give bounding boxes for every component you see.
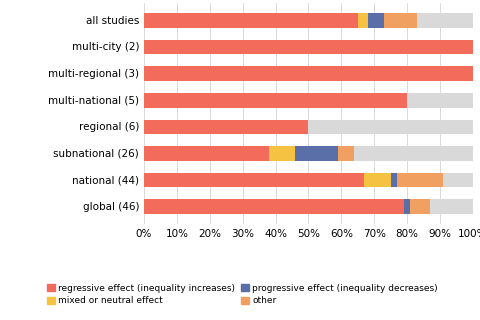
- Bar: [144, 173, 364, 188]
- Bar: [144, 67, 473, 81]
- Bar: [404, 199, 410, 214]
- Legend: regressive effect (inequality increases), mixed or neutral effect, progressive e: regressive effect (inequality increases)…: [47, 284, 438, 305]
- Bar: [358, 13, 368, 28]
- Bar: [384, 13, 417, 28]
- Bar: [417, 13, 473, 28]
- Bar: [144, 120, 309, 134]
- Bar: [309, 120, 473, 134]
- Bar: [410, 199, 430, 214]
- Bar: [295, 146, 338, 161]
- Bar: [269, 146, 295, 161]
- Bar: [364, 173, 391, 188]
- Bar: [407, 93, 473, 108]
- Bar: [443, 173, 473, 188]
- Bar: [354, 146, 473, 161]
- Bar: [368, 13, 384, 28]
- Bar: [144, 146, 269, 161]
- Bar: [430, 199, 473, 214]
- Bar: [391, 173, 397, 188]
- Bar: [144, 13, 358, 28]
- Bar: [144, 199, 404, 214]
- Bar: [338, 146, 354, 161]
- Bar: [144, 93, 407, 108]
- Bar: [144, 40, 473, 54]
- Bar: [397, 173, 443, 188]
